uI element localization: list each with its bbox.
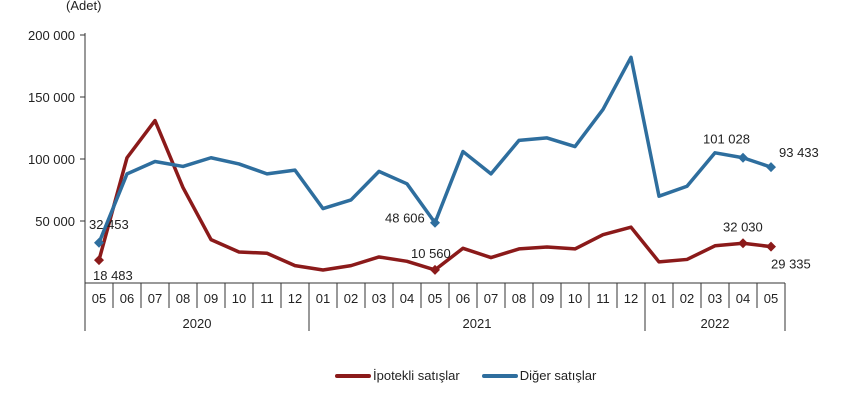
x-tick-label: 01 — [316, 291, 330, 306]
y-tick-label: 200 000 — [28, 28, 75, 43]
x-year-label: 2020 — [183, 316, 212, 331]
y-axis: 50 000 100 000 150 000 200 000 — [28, 28, 86, 283]
data-marker-icon — [766, 162, 776, 173]
x-tick-label: 04 — [400, 291, 414, 306]
x-tick-label: 03 — [708, 291, 722, 306]
legend-item-diger[interactable]: Diğer satışlar — [481, 368, 597, 383]
data-label: 32 030 — [723, 219, 763, 234]
x-tick-label: 06 — [120, 291, 134, 306]
data-marker-icon — [94, 237, 104, 248]
legend-item-ipotekli[interactable]: İpotekli satışlar — [335, 368, 460, 383]
x-tick-label: 10 — [232, 291, 246, 306]
x-tick-label: 05 — [764, 291, 778, 306]
x-tick-label: 12 — [288, 291, 302, 306]
data-label: 32 453 — [89, 217, 129, 232]
data-label: 29 335 — [771, 257, 811, 272]
x-tick-label: 07 — [148, 291, 162, 306]
legend: İpotekli satışlar Diğer satışlar — [335, 368, 596, 383]
data-label: 10 560 — [411, 246, 451, 261]
x-tick-label: 01 — [652, 291, 666, 306]
x-tick-label: 06 — [456, 291, 470, 306]
data-labels: 18 483 10 560 32 030 29 335 32 453 48 606 101 … — [89, 132, 819, 283]
y-tick-label: 50 000 — [35, 214, 75, 229]
data-label: 18 483 — [93, 268, 133, 283]
data-marker-icon — [766, 241, 776, 252]
x-tick-label: 05 — [428, 291, 442, 306]
legend-label-diger: Diğer satışlar — [519, 368, 597, 383]
x-tick-label: 09 — [204, 291, 218, 306]
data-marker-icon — [738, 238, 748, 249]
data-marker-icon — [94, 255, 104, 266]
data-label: 101 028 — [703, 132, 750, 147]
data-marker-icon — [430, 264, 440, 275]
legend-swatch-diger-icon — [481, 373, 518, 378]
x-tick-label: 11 — [260, 291, 274, 306]
data-marker-icon — [430, 217, 440, 228]
x-year-label: 2022 — [701, 316, 730, 331]
data-marker-icon — [738, 152, 748, 163]
x-tick-label: 02 — [680, 291, 694, 306]
data-label: 93 433 — [779, 145, 819, 160]
x-tick-label: 10 — [568, 291, 582, 306]
legend-label-ipotekli: İpotekli satışlar — [373, 368, 460, 383]
x-year-label: 2021 — [463, 316, 492, 331]
x-tick-label: 11 — [596, 291, 610, 306]
x-tick-label: 08 — [512, 291, 526, 306]
x-tick-label: 07 — [484, 291, 498, 306]
y-tick-label: 150 000 — [28, 90, 75, 105]
x-tick-label: 02 — [344, 291, 358, 306]
x-tick-label: 09 — [540, 291, 554, 306]
x-tick-label: 08 — [176, 291, 190, 306]
x-tick-label: 12 — [624, 291, 638, 306]
y-axis-unit-label: (Adet) — [66, 0, 101, 13]
data-label: 48 606 — [385, 211, 425, 226]
legend-swatch-ipotekli-icon — [335, 373, 371, 378]
y-tick-label: 100 000 — [28, 152, 75, 167]
x-tick-label: 05 — [92, 291, 106, 306]
x-tick-label: 04 — [736, 291, 750, 306]
x-tick-label: 03 — [372, 291, 386, 306]
x-axis: 05 06 07 08 09 10 11 12 01 02 03 04 05 06 07 08 09 10 11 12… — [84, 282, 786, 331]
series-layer — [94, 55, 776, 275]
series-line — [97, 55, 772, 244]
